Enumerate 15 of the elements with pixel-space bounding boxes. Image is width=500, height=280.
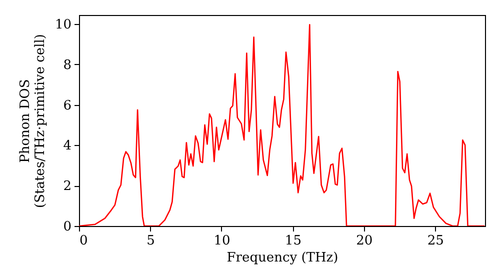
x-tick-label: 15: [284, 234, 302, 248]
y-tick-label: 10: [54, 18, 72, 33]
y-tick-label: 0: [63, 220, 72, 234]
x-tick-label: 20: [356, 234, 373, 248]
y-tick-label: 8: [63, 58, 72, 73]
x-tick-label: 0: [80, 234, 88, 248]
x-tick-label: 5: [146, 234, 155, 248]
x-tick-label: 25: [427, 234, 444, 248]
y-tick-label: 4: [63, 138, 72, 154]
y-axis-title: Phonon DOS (States/THz·primitive cell): [18, 34, 48, 208]
x-axis-title: Frequency (THz): [226, 250, 338, 266]
y-tick-label: 6: [63, 98, 72, 114]
y-tick-label: 2: [63, 179, 72, 194]
x-tick-label: 10: [214, 234, 230, 248]
line-series: [79, 24, 485, 226]
